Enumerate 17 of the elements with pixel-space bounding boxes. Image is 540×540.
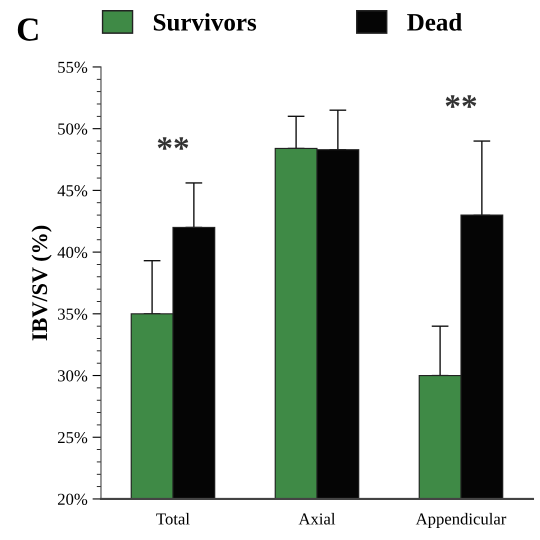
x-tick-label: Total	[156, 512, 190, 525]
y-tick-label: 30%	[58, 370, 88, 382]
x-tick-label: Axial	[298, 512, 336, 525]
annotation: **	[158, 137, 188, 150]
x-tick-label: Appendicular	[416, 512, 506, 528]
y-tick-label: 20%	[58, 494, 88, 505]
y-tick-label: 50%	[58, 123, 88, 135]
annotation: **	[446, 95, 476, 108]
y-tick-label: 40%	[58, 246, 88, 258]
y-tick-label: 55%	[58, 62, 88, 73]
chart-title: C	[18, 18, 38, 41]
y-axis-title: IBV/SV (%)	[32, 226, 52, 340]
legend-label: Survivors	[154, 13, 256, 31]
y-tick-label: 25%	[58, 432, 88, 444]
legend-label: Dead	[407, 13, 462, 31]
y-tick-label: 45%	[58, 185, 88, 196]
y-tick-label: 35%	[58, 308, 88, 320]
